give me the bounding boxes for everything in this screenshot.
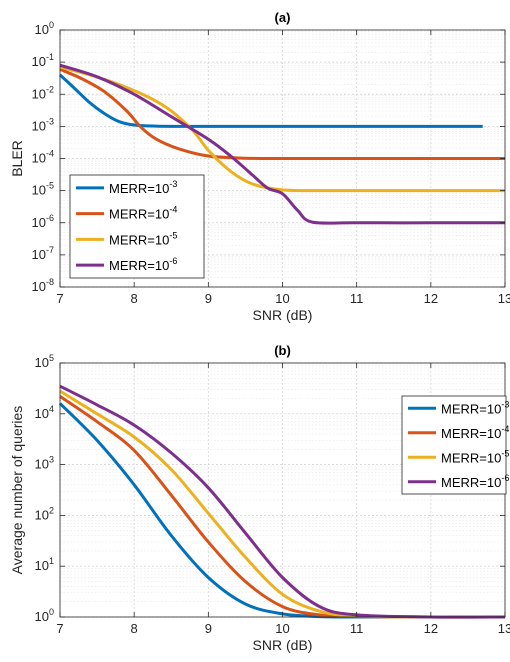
legend-label: MERR=10-4 <box>441 424 509 441</box>
legend: MERR=10-3 MERR=10-4 MERR=10-5 MERR=10-6 <box>401 395 509 495</box>
legend-label: MERR=10-3 <box>109 179 177 196</box>
x-tick-label: 13 <box>498 291 510 306</box>
y-tick-label: 104 <box>35 404 54 421</box>
y-tick-label: 102 <box>35 505 54 522</box>
x-axis-label: SNR (dB) <box>253 307 313 323</box>
legend: MERR=10-3 MERR=10-4 MERR=10-5 MERR=10-6 <box>69 174 205 279</box>
series-line <box>58 73 483 128</box>
legend-box <box>69 174 205 279</box>
y-tick-label: 10-3 <box>32 116 54 133</box>
series-line <box>59 63 505 225</box>
legend-label: MERR=10-3 <box>441 399 509 416</box>
chart-title: (b) <box>274 343 291 358</box>
legend-label: MERR=10-6 <box>109 256 177 273</box>
x-tick-label: 11 <box>350 291 364 306</box>
legend-label: MERR=10-4 <box>109 205 177 222</box>
legend-label: MERR=10-5 <box>441 448 509 465</box>
x-tick-label: 13 <box>498 621 510 636</box>
y-tick-label: 105 <box>35 353 54 370</box>
series-line <box>59 384 506 619</box>
chart-a: 7 8 9 10 11 12 13 10-8 10-7 10-6 10-5 10-4 10-3 10-2 1… <box>9 10 510 323</box>
chart-title: (a) <box>275 10 291 25</box>
x-tick-label: 9 <box>205 291 212 306</box>
y-tick-label: 101 <box>35 556 54 573</box>
x-tick-label: 10 <box>275 621 289 636</box>
x-tick-label: 7 <box>56 621 63 636</box>
chart-b: 7 8 9 10 11 12 13 100 101 102 103 104 105 (b) SNR (dB)… <box>9 343 510 653</box>
y-tick-label: 10-6 <box>32 213 54 230</box>
y-tick-label: 100 <box>35 607 54 624</box>
y-tick-label: 10-7 <box>32 245 54 262</box>
x-tick-label: 10 <box>275 291 289 306</box>
y-tick-label: 10-2 <box>32 84 54 101</box>
x-axis-label: SNR (dB) <box>253 637 313 653</box>
x-tick-label: 12 <box>424 621 438 636</box>
x-tick-label: 12 <box>424 291 438 306</box>
legend-label: MERR=10-5 <box>109 230 177 247</box>
x-tick-label: 7 <box>56 291 63 306</box>
legend-label: MERR=10-6 <box>441 473 509 490</box>
y-axis-label: Average number of queries <box>9 406 25 575</box>
y-tick-label: 10-5 <box>32 181 54 198</box>
y-tick-label: 100 <box>35 20 54 37</box>
legend-box <box>401 395 507 495</box>
y-axis-label: BLER <box>9 140 25 177</box>
y-tick-label: 10-4 <box>32 149 54 166</box>
x-tick-label: 9 <box>205 621 212 636</box>
series-line <box>59 67 505 161</box>
y-tick-label: 10-8 <box>32 277 54 294</box>
y-tick-label: 10-1 <box>32 52 54 69</box>
x-tick-label: 8 <box>131 621 138 636</box>
x-tick-label: 11 <box>350 621 364 636</box>
y-tick-label: 103 <box>35 455 54 472</box>
x-tick-label: 8 <box>131 291 138 306</box>
series-line <box>59 65 505 193</box>
